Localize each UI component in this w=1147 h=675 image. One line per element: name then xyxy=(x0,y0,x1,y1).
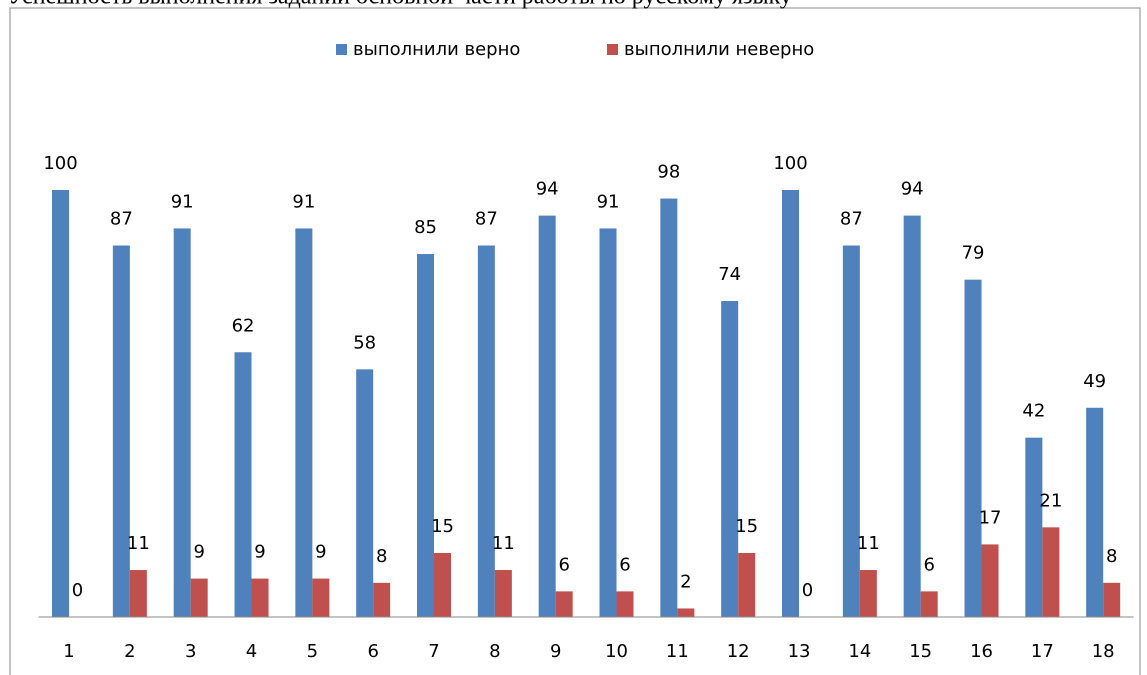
bar xyxy=(721,301,739,617)
value-label: 15 xyxy=(735,516,758,537)
bar xyxy=(981,544,999,617)
bar xyxy=(356,369,374,617)
bar xyxy=(1103,582,1121,617)
value-label: 6 xyxy=(558,554,569,575)
bar xyxy=(251,578,269,617)
bar xyxy=(52,190,70,617)
value-label: 91 xyxy=(171,191,194,212)
bar xyxy=(295,228,313,617)
legend-swatch xyxy=(336,44,347,55)
x-tick-label: 4 xyxy=(246,641,257,662)
value-label: 11 xyxy=(492,533,515,554)
x-tick-label: 18 xyxy=(1092,641,1115,662)
value-label: 91 xyxy=(292,191,315,212)
chart-title: Успешность выполнения заданий основной ч… xyxy=(8,0,792,10)
x-tick-label: 2 xyxy=(124,641,135,662)
x-tick-label: 8 xyxy=(489,641,500,662)
x-tick-label: 3 xyxy=(185,641,196,662)
bar xyxy=(129,570,147,617)
bar xyxy=(312,578,330,617)
x-tick-label: 16 xyxy=(970,641,993,662)
value-label: 11 xyxy=(127,533,150,554)
value-label: 100 xyxy=(43,153,77,174)
bar xyxy=(859,570,877,617)
value-label: 74 xyxy=(718,264,741,285)
bar xyxy=(738,552,756,617)
value-label: 17 xyxy=(979,507,1002,528)
x-tick-label: 11 xyxy=(666,641,689,662)
bar xyxy=(190,578,208,617)
x-tick-label: 5 xyxy=(307,641,318,662)
bar xyxy=(782,190,800,617)
x-tick-label: 17 xyxy=(1031,641,1054,662)
value-label: 42 xyxy=(1022,401,1045,422)
x-tick-label: 7 xyxy=(428,641,439,662)
bar xyxy=(677,608,695,617)
value-label: 6 xyxy=(923,554,934,575)
value-label: 85 xyxy=(414,217,437,238)
value-label: 100 xyxy=(773,153,807,174)
bar xyxy=(616,591,634,617)
x-tick-label: 10 xyxy=(605,641,628,662)
value-label: 58 xyxy=(353,332,376,353)
bar xyxy=(494,570,512,617)
value-label: 79 xyxy=(962,243,985,264)
value-label: 98 xyxy=(657,162,680,183)
x-tick-label: 14 xyxy=(848,641,871,662)
bar xyxy=(964,279,982,617)
value-label: 15 xyxy=(431,516,454,537)
value-label: 62 xyxy=(232,315,255,336)
x-tick-label: 13 xyxy=(788,641,811,662)
value-label: 9 xyxy=(193,542,204,563)
value-label: 6 xyxy=(619,554,630,575)
x-tick-label: 9 xyxy=(550,641,561,662)
value-label: 21 xyxy=(1039,490,1062,511)
value-label: 9 xyxy=(254,542,265,563)
bar xyxy=(417,254,435,618)
bar xyxy=(1025,437,1043,617)
x-tick-label: 1 xyxy=(63,641,74,662)
bar xyxy=(373,582,391,617)
value-label: 8 xyxy=(1106,546,1117,567)
bar xyxy=(1042,527,1060,617)
bar xyxy=(477,245,495,617)
value-label: 94 xyxy=(536,179,559,200)
bar xyxy=(920,591,938,617)
value-label: 2 xyxy=(680,571,691,592)
bar xyxy=(112,245,130,617)
value-label: 11 xyxy=(857,533,880,554)
x-tick-label: 6 xyxy=(367,641,378,662)
bar xyxy=(173,228,191,617)
legend-label: выполнили неверно xyxy=(624,39,814,60)
value-label: 87 xyxy=(110,209,133,230)
bar xyxy=(660,198,678,618)
value-label: 8 xyxy=(376,546,387,567)
value-label: 94 xyxy=(901,179,924,200)
bar xyxy=(1086,407,1104,617)
bar xyxy=(842,245,860,617)
bar xyxy=(903,215,921,617)
value-label: 87 xyxy=(840,209,863,230)
value-label: 0 xyxy=(802,580,813,601)
bar xyxy=(538,215,556,617)
value-label: 91 xyxy=(597,191,620,212)
value-label: 0 xyxy=(72,580,83,601)
bar xyxy=(599,228,617,617)
legend-swatch xyxy=(607,44,618,55)
value-label: 9 xyxy=(315,542,326,563)
bar xyxy=(234,352,252,617)
legend-label: выполнили верно xyxy=(353,39,520,60)
value-label: 87 xyxy=(475,209,498,230)
x-tick-label: 15 xyxy=(909,641,932,662)
value-label: 49 xyxy=(1083,371,1106,392)
bar xyxy=(434,552,452,617)
x-tick-label: 12 xyxy=(727,641,750,662)
bar xyxy=(555,591,573,617)
chart-frame xyxy=(9,7,1141,675)
